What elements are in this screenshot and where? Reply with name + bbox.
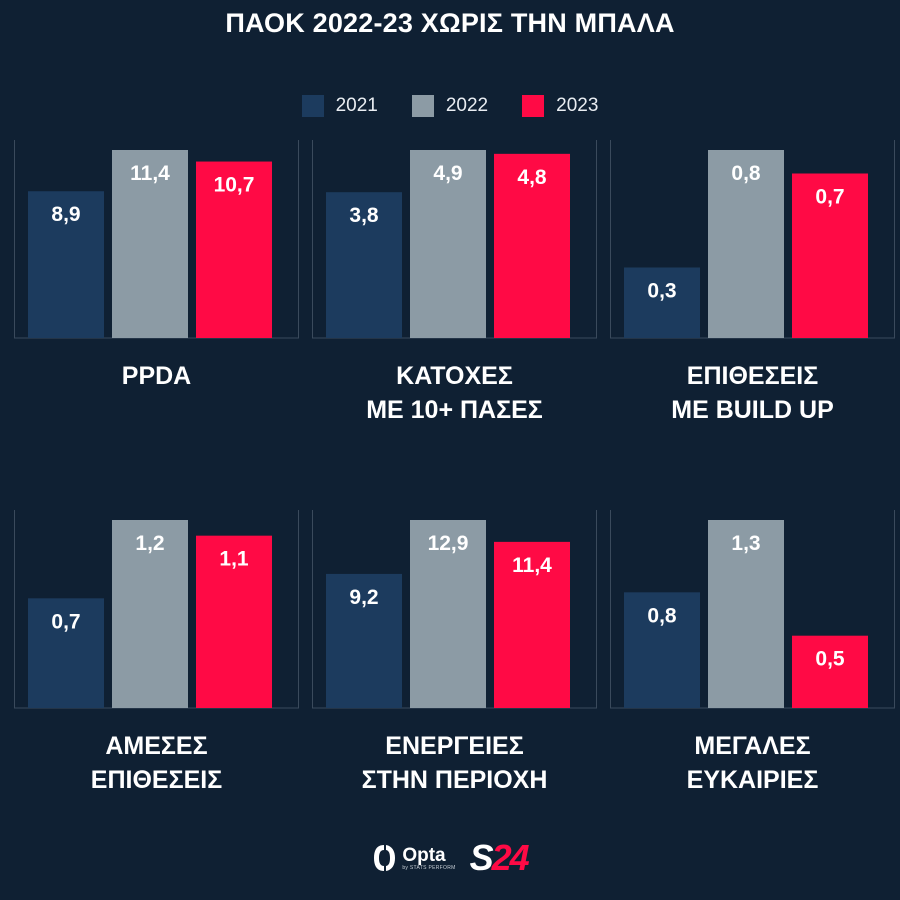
plot-ppda: 8,9 11,4 10,7 bbox=[14, 140, 299, 340]
panel-ppda: 8,9 11,4 10,7 PPDA bbox=[14, 140, 299, 440]
bar-label-build-up-attacks-2022: 0,8 bbox=[731, 162, 761, 185]
opta-text: Opta by STATS PERFORM bbox=[402, 846, 455, 871]
opta-logo: Opta by STATS PERFORM bbox=[372, 843, 455, 873]
bar-ppda-2023 bbox=[196, 161, 272, 338]
bar-label-direct-attacks-2021: 0,7 bbox=[51, 610, 80, 633]
bar-box-touches-2021 bbox=[326, 573, 402, 708]
bar-label-ppda-2022: 11,4 bbox=[130, 162, 170, 185]
bar-label-ppda-2023: 10,7 bbox=[214, 174, 255, 197]
bar-label-big-chances-2023: 0,5 bbox=[815, 648, 845, 671]
bar-big-chances-2023 bbox=[792, 635, 868, 708]
bar-direct-attacks-2021 bbox=[28, 598, 104, 708]
legend-item-2021: 2021 bbox=[301, 95, 378, 117]
plot-box-touches: 9,2 12,9 11,4 bbox=[312, 510, 597, 710]
bar-label-possessions-10-passes-2023: 4,8 bbox=[517, 166, 547, 189]
opta-mark-icon bbox=[374, 845, 396, 871]
bar-big-chances-2022 bbox=[708, 520, 784, 708]
bar-build-up-attacks-2022 bbox=[708, 150, 784, 338]
opta-sub: by STATS PERFORM bbox=[402, 864, 456, 871]
bar-label-direct-attacks-2022: 1,2 bbox=[135, 532, 164, 555]
opta-name: Opta bbox=[402, 844, 446, 866]
bar-label-direct-attacks-2023: 1,1 bbox=[219, 548, 249, 571]
bar-label-box-touches-2021: 9,2 bbox=[349, 586, 378, 609]
s24-logo-24: 24 bbox=[491, 837, 530, 878]
panel-possessions-10-passes: 3,8 4,9 4,8 ΚΑΤΟΧΕΣ ΜΕ 10+ ΠΑΣΕΣ bbox=[312, 140, 597, 440]
bar-direct-attacks-2023 bbox=[196, 535, 272, 708]
chart-ppda: 8,9 11,4 10,7 bbox=[14, 140, 299, 339]
chart-possessions-10-passes: 3,8 4,9 4,8 bbox=[312, 140, 597, 339]
legend-item-2022: 2022 bbox=[411, 95, 489, 117]
s24-logo-s: S bbox=[469, 837, 494, 878]
chart-box-touches: 9,2 12,9 11,4 bbox=[312, 510, 597, 709]
panel-direct-attacks: 0,7 1,2 1,1 ΑΜΕΣΕΣ ΕΠΙΘΕΣΕΙΣ bbox=[14, 510, 299, 810]
legend: 2021 2022 2023 bbox=[0, 93, 900, 119]
plot-build-up-attacks: 0,3 0,8 0,7 bbox=[610, 140, 895, 340]
plot-possessions-10-passes: 3,8 4,9 4,8 bbox=[312, 140, 597, 340]
bar-box-touches-2023 bbox=[494, 541, 570, 708]
panel-label-ppda: PPDA bbox=[121, 362, 192, 390]
legend-label-2021: 2021 bbox=[335, 95, 378, 116]
s24-logo: S24 bbox=[469, 837, 530, 879]
bar-label-possessions-10-passes-2022: 4,9 bbox=[433, 162, 462, 185]
legend-swatch-2021 bbox=[301, 95, 324, 117]
bar-build-up-attacks-2021 bbox=[624, 267, 700, 338]
legend-swatch-2022 bbox=[411, 95, 434, 117]
panel-label-build-up-attacks: ΕΠΙΘΕΣΕΙΣ ΜΕ BUILD UP bbox=[671, 362, 834, 424]
chart-build-up-attacks: 0,3 0,8 0,7 bbox=[610, 140, 895, 339]
bar-label-build-up-attacks-2023: 0,7 bbox=[815, 186, 844, 209]
legend-swatch-2023 bbox=[522, 95, 545, 117]
chart-title: ΠΑΟΚ 2022-23 ΧΩΡΙΣ ΤΗΝ ΜΠΑΛΑ bbox=[225, 8, 675, 38]
panel-build-up-attacks: 0,3 0,8 0,7 ΕΠΙΘΕΣΕΙΣ ΜΕ BUILD UP bbox=[610, 140, 895, 440]
bar-label-ppda-2021: 8,9 bbox=[51, 203, 80, 226]
bar-label-box-touches-2022: 12,9 bbox=[428, 532, 469, 555]
plot-direct-attacks: 0,7 1,2 1,1 bbox=[14, 510, 299, 710]
bar-label-build-up-attacks-2021: 0,3 bbox=[647, 280, 676, 303]
bar-label-big-chances-2022: 1,3 bbox=[731, 532, 760, 555]
legend-label-2022: 2022 bbox=[445, 95, 489, 116]
bar-ppda-2021 bbox=[28, 191, 104, 338]
bar-build-up-attacks-2023 bbox=[792, 173, 868, 338]
chart-big-chances: 0,8 1,3 0,5 bbox=[610, 510, 895, 709]
bar-possessions-10-passes-2023 bbox=[494, 153, 570, 338]
panel-label-big-chances: ΜΕΓΑΛΕΣ ΕΥΚΑΙΡΙΕΣ bbox=[686, 732, 819, 794]
panel-label-possessions-10-passes: ΚΑΤΟΧΕΣ ΜΕ 10+ ΠΑΣΕΣ bbox=[366, 362, 543, 424]
panel-box-touches: 9,2 12,9 11,4 ΕΝΕΡΓΕΙΕΣ ΣΤΗΝ ΠΕΡΙΟΧΗ bbox=[312, 510, 597, 810]
legend-item-2023: 2023 bbox=[522, 95, 598, 117]
footer: Opta by STATS PERFORM S24 bbox=[0, 837, 900, 879]
plot-big-chances: 0,8 1,3 0,5 bbox=[610, 510, 895, 710]
panel-label-direct-attacks: ΑΜΕΣΕΣ ΕΠΙΘΕΣΕΙΣ bbox=[90, 732, 223, 794]
bar-big-chances-2021 bbox=[624, 592, 700, 708]
panel-big-chances: 0,8 1,3 0,5 ΜΕΓΑΛΕΣ ΕΥΚΑΙΡΙΕΣ bbox=[610, 510, 895, 810]
legend-label-2023: 2023 bbox=[556, 95, 599, 116]
bar-possessions-10-passes-2021 bbox=[326, 192, 402, 338]
panel-label-box-touches: ΕΝΕΡΓΕΙΕΣ ΣΤΗΝ ΠΕΡΙΟΧΗ bbox=[361, 732, 548, 794]
bar-label-box-touches-2023: 11,4 bbox=[512, 554, 552, 577]
bar-possessions-10-passes-2022 bbox=[410, 150, 486, 338]
bar-label-big-chances-2021: 0,8 bbox=[647, 604, 677, 627]
bar-box-touches-2022 bbox=[410, 520, 486, 708]
bar-direct-attacks-2022 bbox=[112, 520, 188, 708]
chart-direct-attacks: 0,7 1,2 1,1 bbox=[14, 510, 299, 709]
bar-label-possessions-10-passes-2021: 3,8 bbox=[349, 204, 379, 227]
bar-ppda-2022 bbox=[112, 150, 188, 338]
